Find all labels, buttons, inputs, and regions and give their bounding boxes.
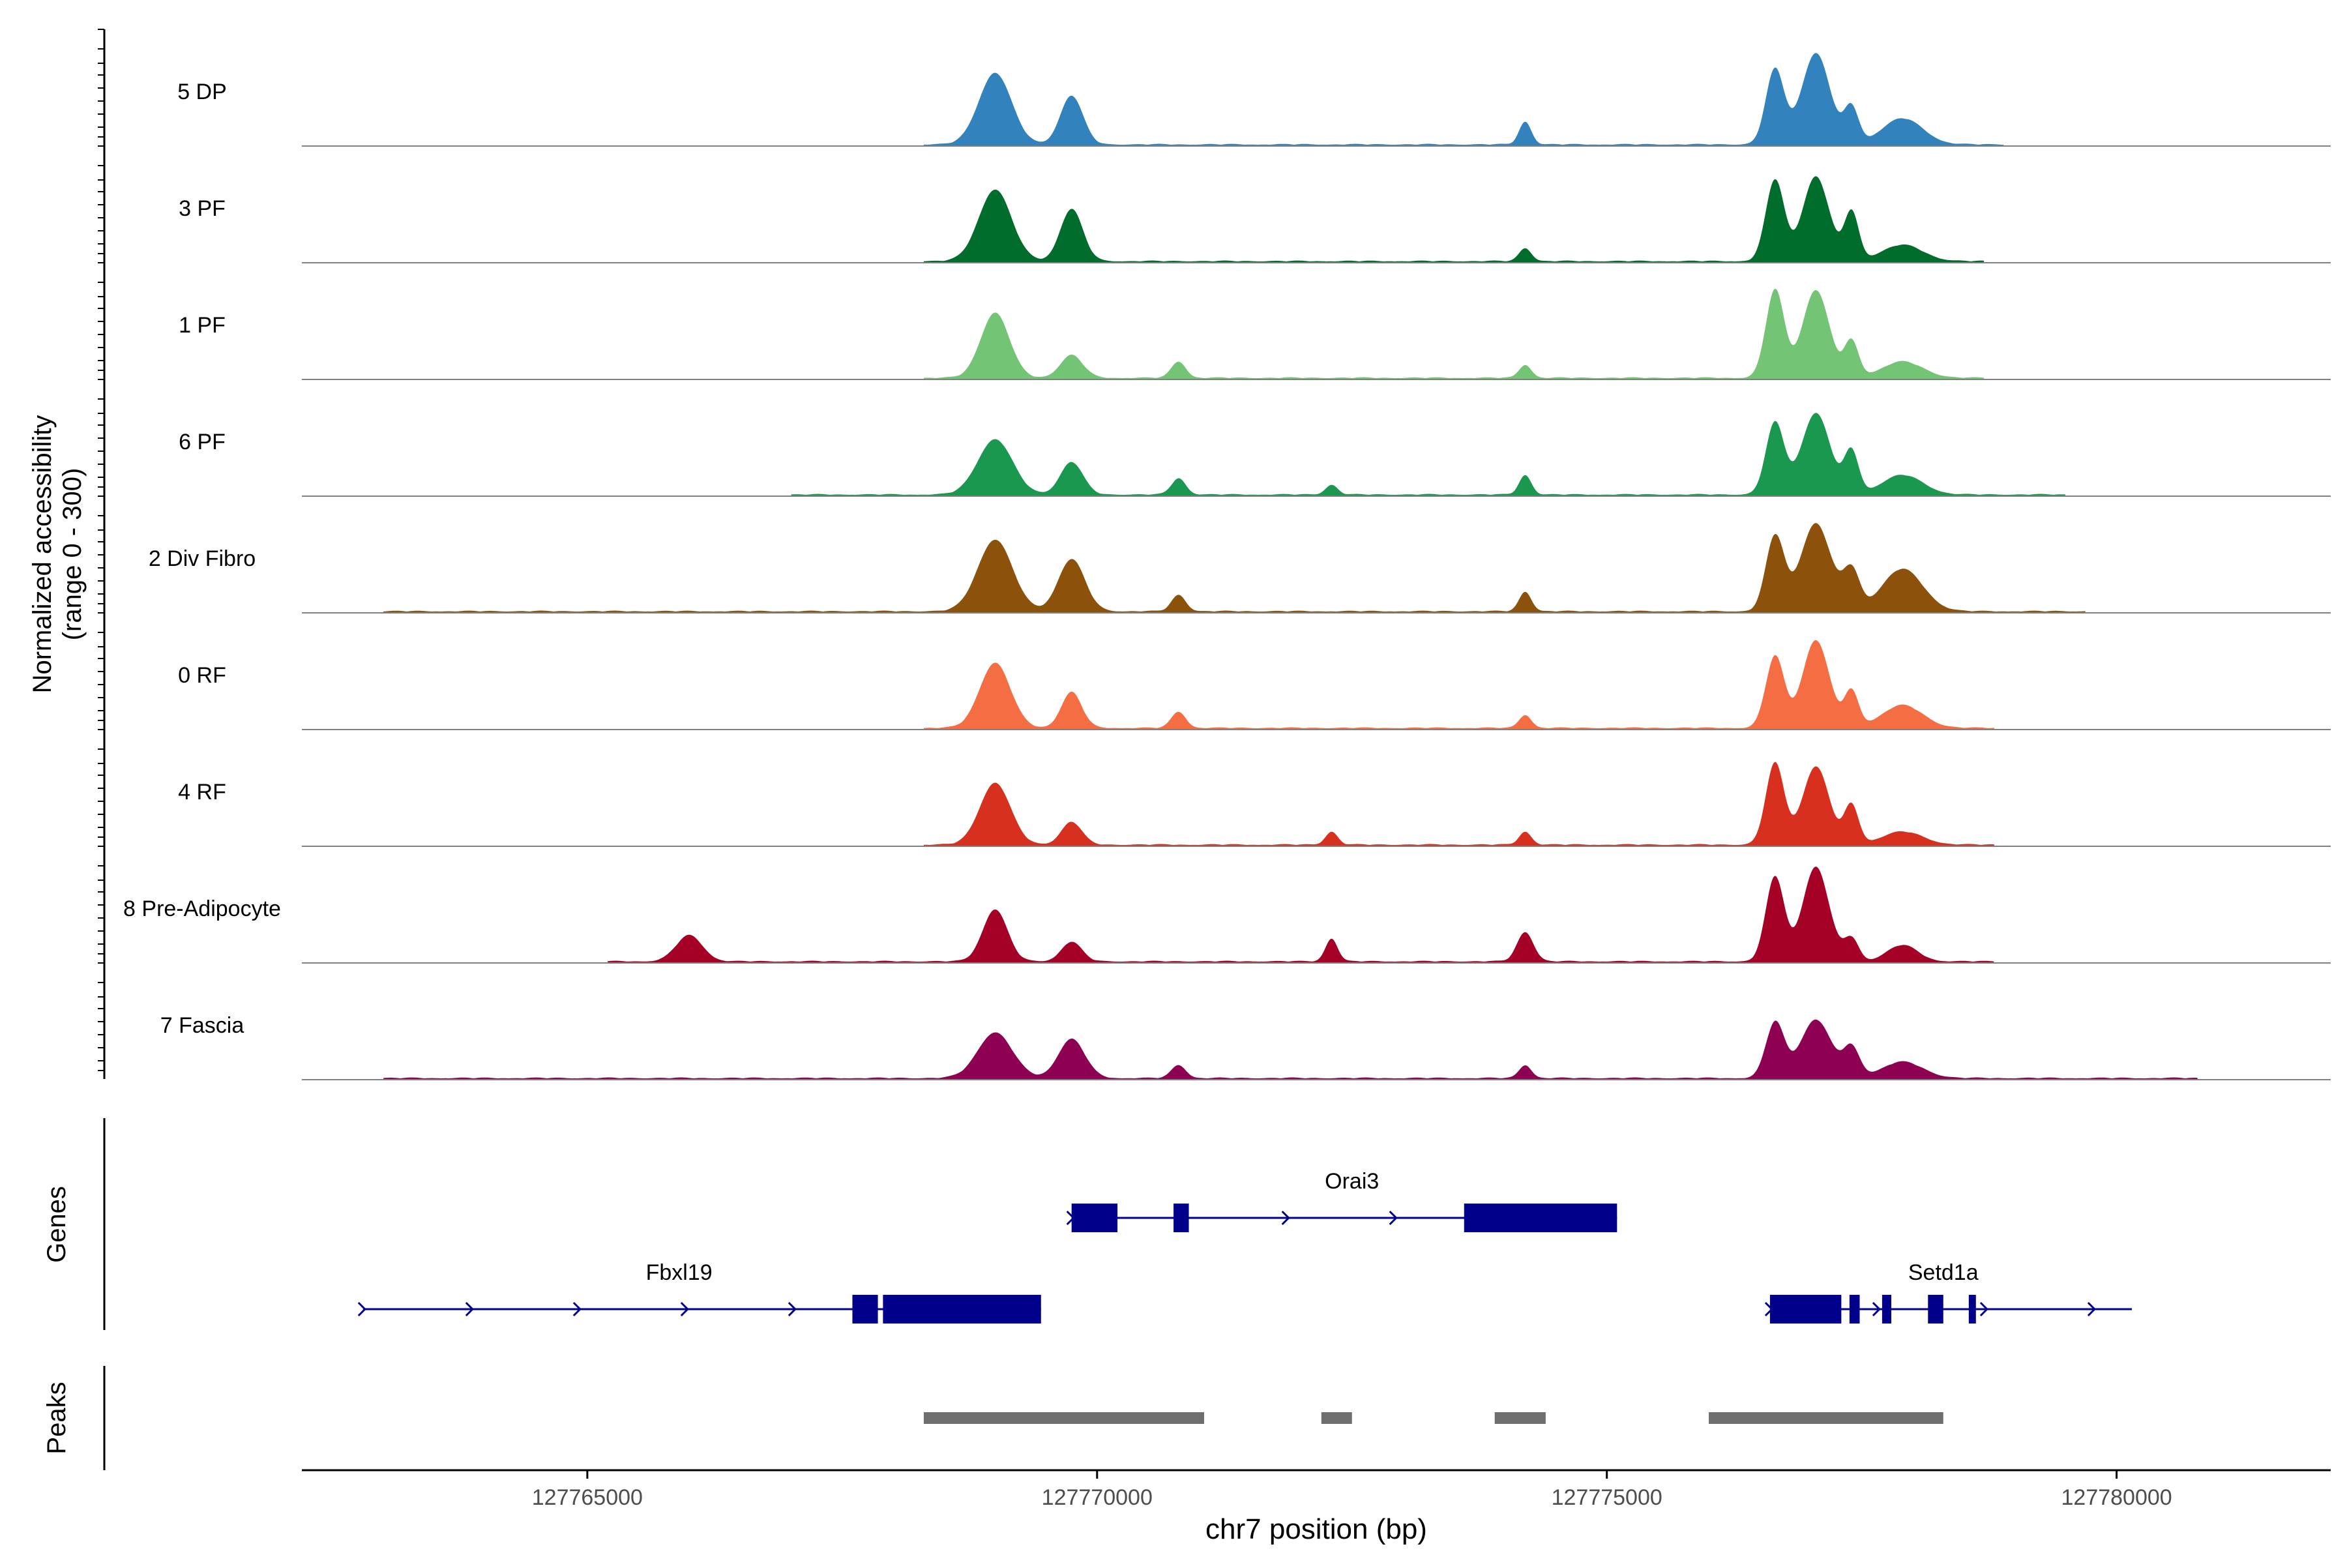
track-label: 8 Pre-Adipocyte [123, 896, 281, 921]
gene-exon [1882, 1295, 1891, 1324]
gene-orai3: Orai3 [1066, 1169, 1617, 1232]
strand-arrow [680, 1301, 689, 1317]
strand-arrow [788, 1301, 797, 1317]
genes-panel: Genes Orai3 Fbxl19 Setd1a [42, 1118, 2133, 1330]
strand-arrow [572, 1301, 582, 1317]
gene-setd1a: Setd1a [1764, 1260, 2133, 1324]
gene-exon [1464, 1204, 1617, 1232]
coverage-area-9 [383, 1019, 2198, 1080]
track-8: 8 Pre-Adipocyte [123, 866, 2331, 964]
track-label: 6 PF [179, 430, 226, 454]
strand-arrow [1281, 1210, 1290, 1226]
gene-label: Setd1a [1908, 1260, 1979, 1285]
coverage-area-2 [923, 176, 1985, 263]
track-1: 5 DP [177, 53, 2331, 147]
gene-exon [1174, 1204, 1189, 1232]
y-axis-coverage: Normalized accessibility (range 0 - 300) [28, 29, 106, 1079]
track-label: 5 DP [177, 80, 227, 104]
x-tick-label: 127780000 [2061, 1485, 2172, 1510]
peak-region-1 [923, 1412, 1204, 1424]
strand-arrow [465, 1301, 474, 1317]
gene-exon [1769, 1295, 1842, 1324]
track-label: 3 PF [179, 196, 226, 221]
peak-region-3 [1494, 1412, 1546, 1424]
track-label: 0 RF [178, 663, 226, 688]
x-tick-label: 127765000 [532, 1485, 643, 1510]
y-axis-label-line2: (range 0 - 300) [58, 468, 87, 641]
gene-exon [852, 1295, 878, 1324]
gene-label: Fbxl19 [646, 1260, 713, 1285]
coverage-area-3 [923, 288, 1985, 379]
gene-exon [1849, 1295, 1860, 1324]
coverage-area-4 [791, 413, 2066, 496]
x-tick-label: 127770000 [1042, 1485, 1153, 1510]
strand-arrow [1389, 1210, 1398, 1226]
peak-region-2 [1321, 1412, 1352, 1424]
strand-arrow [1872, 1301, 1882, 1317]
gene-exon [1071, 1204, 1118, 1232]
peaks-panel: Peaks [42, 1366, 1943, 1470]
coverage-area-5 [383, 523, 2086, 613]
peaks-panel-label: Peaks [42, 1382, 71, 1454]
strand-arrow [357, 1301, 366, 1317]
coverage-tracks: 5 DP 3 PF 1 PF 6 PF 2 Div Fibro 0 RF 4 RF 8 Pre… [123, 53, 2331, 1080]
gene-fbxl19: Fbxl19 [357, 1260, 1041, 1324]
track-4: 6 PF [179, 413, 2331, 497]
track-3: 1 PF [179, 288, 2331, 380]
gene-exon [1928, 1295, 1943, 1324]
x-axis: 127765000 127770000 127775000 127780000 chr… [302, 1469, 2331, 1545]
track-label: 1 PF [179, 313, 226, 338]
coverage-area-1 [923, 53, 2005, 146]
coverage-area-8 [608, 866, 1994, 963]
track-label: 2 Div Fibro [149, 546, 256, 571]
track-label: 4 RF [178, 780, 226, 805]
genes-panel-label: Genes [42, 1186, 71, 1263]
peak-region-4 [1709, 1412, 1943, 1424]
y-axis-label-line1: Normalized accessibility [28, 415, 57, 694]
track-2: 3 PF [179, 176, 2331, 263]
track-9: 7 Fascia [160, 1013, 2331, 1080]
gene-exon [1968, 1295, 1976, 1324]
coverage-area-7 [923, 762, 1994, 846]
x-axis-label: chr7 position (bp) [1205, 1513, 1427, 1545]
coverage-area-6 [923, 640, 1994, 730]
gene-label: Orai3 [1325, 1169, 1379, 1194]
strand-arrow [1979, 1301, 1989, 1317]
track-7: 4 RF [178, 762, 2331, 847]
gene-exon [883, 1295, 1041, 1324]
strand-arrow [2087, 1301, 2097, 1317]
x-tick-label: 127775000 [1552, 1485, 1662, 1510]
track-5: 2 Div Fibro [149, 523, 2331, 614]
track-label: 7 Fascia [160, 1013, 244, 1038]
track-6: 0 RF [178, 640, 2331, 730]
